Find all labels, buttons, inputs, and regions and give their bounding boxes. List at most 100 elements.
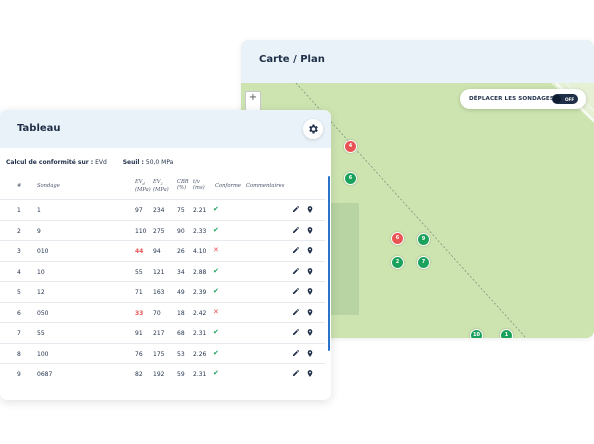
zoom-in-label: + [248,92,258,103]
table-panel-title: Tableau [17,123,61,134]
cell-cbr: 75 [177,207,185,214]
table-row[interactable]: 9 0687 82 192 59 2.31 ✔ [0,363,325,384]
map-marker[interactable]: 6 [344,172,357,185]
map-pin-icon[interactable] [306,205,314,214]
marker-label: 6 [395,235,400,241]
table-row[interactable]: 5 12 71 163 49 2.39 ✔ [0,281,325,302]
marker-label: 7 [421,259,426,265]
cell-ev1: 44 [135,248,144,255]
toggle-switch[interactable]: OFF [552,94,578,104]
table-panel-header: Tableau [0,110,331,148]
cell-sondage: 55 [37,330,45,337]
map-pin-icon[interactable] [306,349,314,358]
cell-cbr: 49 [177,289,185,296]
table-scrollbar[interactable] [328,176,330,351]
check-icon: ✔ [213,266,219,275]
cell-num: 5 [17,289,21,296]
map-pin-icon[interactable] [306,328,314,337]
table-row[interactable]: 7 55 91 217 68 2.31 ✔ [0,322,325,343]
check-icon: ✔ [213,205,219,213]
conformity-settings: Calcul de conformité sur : EVd Seuil : 5… [6,159,173,166]
cell-ev1: 97 [135,207,143,214]
cell-ev1: 110 [135,227,147,235]
pencil-icon[interactable] [292,369,300,377]
cell-ev1: 33 [135,309,144,317]
cell-ev2: 121 [153,268,165,276]
map-pin-icon[interactable] [306,308,314,317]
cell-ev2: 234 [153,207,165,214]
toggle-state-label: OFF [565,96,575,102]
cell-cbr: 18 [177,309,185,317]
cell-tv: 4.10 [193,248,207,255]
check-icon: ✔ [213,328,219,336]
col-header-conforme: Conforme [215,183,241,189]
pencil-icon[interactable] [292,205,300,213]
map-marker[interactable]: 4 [344,140,357,153]
col-header-num: # [17,183,22,189]
cell-tv: 2.31 [193,330,207,337]
pencil-icon[interactable] [292,349,300,357]
gear-icon [309,124,318,134]
marker-label: 1 [504,332,509,338]
cell-ev2: 275 [153,227,165,235]
map-marker[interactable]: 9 [417,233,430,246]
check-icon: ✔ [213,348,219,357]
table-panel: Tableau Calcul de conformité sur : EVd S… [0,110,331,400]
table-row[interactable]: 4 10 55 121 34 2.88 ✔ [0,260,325,282]
pencil-icon[interactable] [292,226,300,234]
table-row[interactable]: 3 010 44 94 26 4.10 ✕ [0,240,325,261]
pencil-icon[interactable] [292,287,300,295]
conformity-label: Calcul de conformité sur : [6,159,94,166]
cell-ev2: 70 [153,309,161,317]
pencil-icon[interactable] [292,308,300,316]
table-row[interactable]: 2 9 110 275 90 2.33 ✔ [0,219,325,241]
marker-label: 6 [348,175,353,181]
pencil-icon[interactable] [292,246,300,254]
cell-sondage: 010 [37,248,49,255]
cell-sondage: 050 [37,309,49,317]
table-body: 1 1 97 234 75 2.21 ✔ 2 9 110 275 90 2.33… [0,199,325,384]
check-icon: ✔ [213,369,219,377]
threshold-value: 50,0 MPa [145,159,174,166]
map-pin-icon[interactable] [306,226,314,235]
map-marker[interactable]: 7 [417,256,430,269]
cell-ev1: 76 [135,350,143,358]
map-marker[interactable]: 2 [391,256,404,269]
cell-cbr: 59 [177,371,185,378]
cell-num: 6 [17,309,21,317]
table-row[interactable]: 1 1 97 234 75 2.21 ✔ [0,199,325,220]
cell-ev2: 175 [153,350,165,358]
map-pin-icon[interactable] [306,287,314,296]
col-header-commentaires: Commentaires [246,183,285,189]
marker-label: 10 [473,332,480,338]
cell-sondage: 12 [37,289,45,296]
cell-num: 3 [17,248,21,255]
cell-cbr: 53 [177,350,185,358]
map-pin-icon[interactable] [306,246,314,255]
pencil-icon[interactable] [292,267,300,275]
cell-tv: 2.26 [193,350,207,358]
cell-ev2: 192 [153,371,165,378]
move-probes-label: DÉPLACER LES SONDAGES [469,96,554,102]
table-row[interactable]: 8 100 76 175 53 2.26 ✔ [0,342,325,364]
cell-ev1: 82 [135,371,143,378]
move-probes-toggle[interactable]: DÉPLACER LES SONDAGES OFF [460,89,586,109]
map-pin-icon[interactable] [306,369,314,378]
cell-num: 8 [17,350,21,358]
col-header-sondage: Sondage [37,183,60,189]
cell-sondage: 0687 [37,371,53,378]
settings-button[interactable] [303,119,323,139]
cell-num: 9 [17,371,21,378]
map-marker[interactable]: 6 [391,232,404,245]
conformity-value: EVd [95,159,107,166]
cell-sondage: 10 [37,268,45,276]
map-marker[interactable]: 1 [500,329,513,338]
cell-ev2: 94 [153,248,161,255]
map-pin-icon[interactable] [306,267,314,276]
cell-cbr: 90 [177,227,185,235]
cell-cbr: 34 [177,268,185,276]
map-marker[interactable]: 10 [470,329,483,338]
table-row[interactable]: 6 050 33 70 18 2.42 ✕ [0,301,325,323]
pencil-icon[interactable] [292,328,300,336]
cell-tv: 2.31 [193,371,207,378]
